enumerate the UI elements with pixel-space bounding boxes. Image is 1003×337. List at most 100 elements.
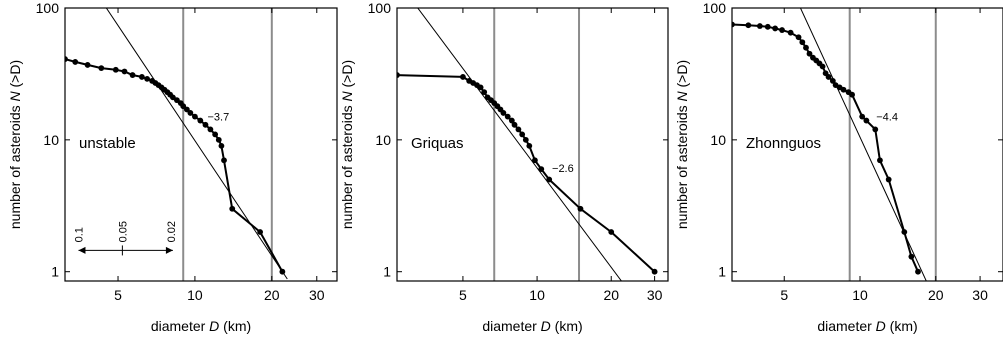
fit-line	[105, 8, 288, 280]
data-point	[795, 34, 802, 41]
data-point	[98, 65, 105, 72]
data-point	[207, 126, 214, 133]
scale-bar: 0.1 0.05 0.02	[73, 221, 178, 256]
data-point	[138, 74, 145, 80]
plot-frame	[731, 7, 1003, 282]
data-point	[477, 84, 484, 91]
y-tick-label: 100	[703, 0, 727, 16]
panel-label: Zhonnguos	[746, 135, 821, 152]
x-tick-label: 10	[187, 287, 203, 303]
data-point	[756, 23, 763, 29]
x-tick-label: 5	[114, 287, 122, 303]
x-tick-label: 20	[603, 287, 619, 303]
data-point	[202, 121, 209, 128]
data-point	[221, 157, 227, 164]
data-point	[872, 126, 879, 133]
x-tick-label: 20	[264, 287, 280, 303]
data-point	[112, 66, 119, 73]
data-point	[72, 59, 79, 65]
x-tick-label: 5	[780, 287, 788, 303]
series-line	[397, 74, 656, 273]
slope-label: −4.4	[876, 112, 898, 124]
plot-frame	[64, 7, 338, 282]
data-point	[779, 27, 785, 33]
data-point	[526, 142, 533, 149]
slope-label: −3.7	[207, 112, 229, 124]
data-point	[863, 117, 870, 124]
data-point	[745, 22, 752, 29]
plot-area	[397, 8, 658, 281]
data-point	[460, 74, 466, 80]
y-tick-label: 1	[718, 264, 726, 280]
x-tick-label: 5	[459, 287, 467, 303]
data-point	[192, 113, 198, 120]
slope-label: −2.6	[552, 163, 574, 175]
y-axis-label: number of asteroids N (>D)	[339, 60, 355, 229]
data-point	[257, 229, 264, 235]
data-point	[577, 205, 584, 212]
panel-1: 5 10 20 30 1 10 100 diameter D (km) number of as…	[7, 0, 338, 334]
data-point	[215, 136, 222, 143]
data-point	[129, 72, 136, 78]
panel-2: 5 10 20 30 1 10 100 diameter D (km) number of as…	[339, 0, 669, 334]
data-point	[608, 229, 615, 235]
y-axis-label: number of asteroids N (>D)	[7, 60, 23, 229]
plot-frame	[396, 7, 669, 282]
data-point	[532, 157, 538, 164]
data-point	[84, 62, 91, 68]
y-tick-label: 10	[710, 132, 726, 148]
data-point	[901, 229, 908, 235]
x-tick-label: 20	[928, 287, 944, 303]
panel-label: Griquas	[411, 135, 464, 152]
data-point	[218, 142, 225, 149]
data-point	[859, 113, 866, 120]
data-point	[764, 23, 771, 30]
data-point	[504, 113, 511, 120]
data-point	[915, 268, 921, 275]
data-point	[481, 89, 488, 96]
scale-bar-label: 0.05	[117, 221, 129, 242]
data-point	[397, 72, 400, 78]
y-tick-label: 1	[383, 264, 391, 280]
data-point	[511, 121, 518, 128]
x-tick-label: 10	[529, 287, 545, 303]
x-axis-label: diameter D (km)	[482, 318, 582, 334]
scale-bar-arrow-right	[165, 246, 173, 254]
data-point	[806, 50, 813, 57]
data-point	[515, 126, 522, 133]
data-point	[732, 21, 735, 28]
data-point	[212, 131, 219, 138]
data-point	[885, 176, 892, 183]
x-axis-label: diameter D (km)	[151, 318, 251, 334]
fit-line	[417, 8, 622, 281]
data-point	[121, 68, 128, 75]
data-point	[772, 25, 779, 32]
data-point	[877, 157, 883, 164]
data-point	[799, 39, 806, 46]
data-point	[187, 110, 194, 116]
scale-bar-label: 0.1	[73, 227, 85, 242]
data-point	[825, 74, 832, 80]
data-point	[651, 268, 658, 275]
data-point	[65, 56, 68, 62]
panel-label: unstable	[79, 135, 136, 152]
data-point	[546, 176, 553, 183]
data-point	[500, 110, 507, 116]
data-point	[787, 29, 794, 36]
y-tick-label: 1	[51, 264, 59, 280]
data-point	[508, 117, 515, 124]
x-tick-label: 10	[852, 287, 868, 303]
panel-3: 5 10 20 30 1 10 100 diameter D (km) number of as…	[674, 0, 1003, 334]
y-tick-label: 10	[43, 132, 59, 148]
x-axis-label: diameter D (km)	[817, 318, 917, 334]
x-tick-label: 30	[972, 287, 988, 303]
data-point	[819, 63, 826, 70]
y-tick-label: 100	[36, 0, 60, 16]
x-tick-label: 30	[647, 287, 663, 303]
data-point	[229, 205, 236, 212]
data-point	[908, 253, 915, 260]
data-point	[803, 44, 809, 51]
data-point	[840, 86, 847, 93]
scale-bar-arrow-left	[78, 246, 86, 254]
